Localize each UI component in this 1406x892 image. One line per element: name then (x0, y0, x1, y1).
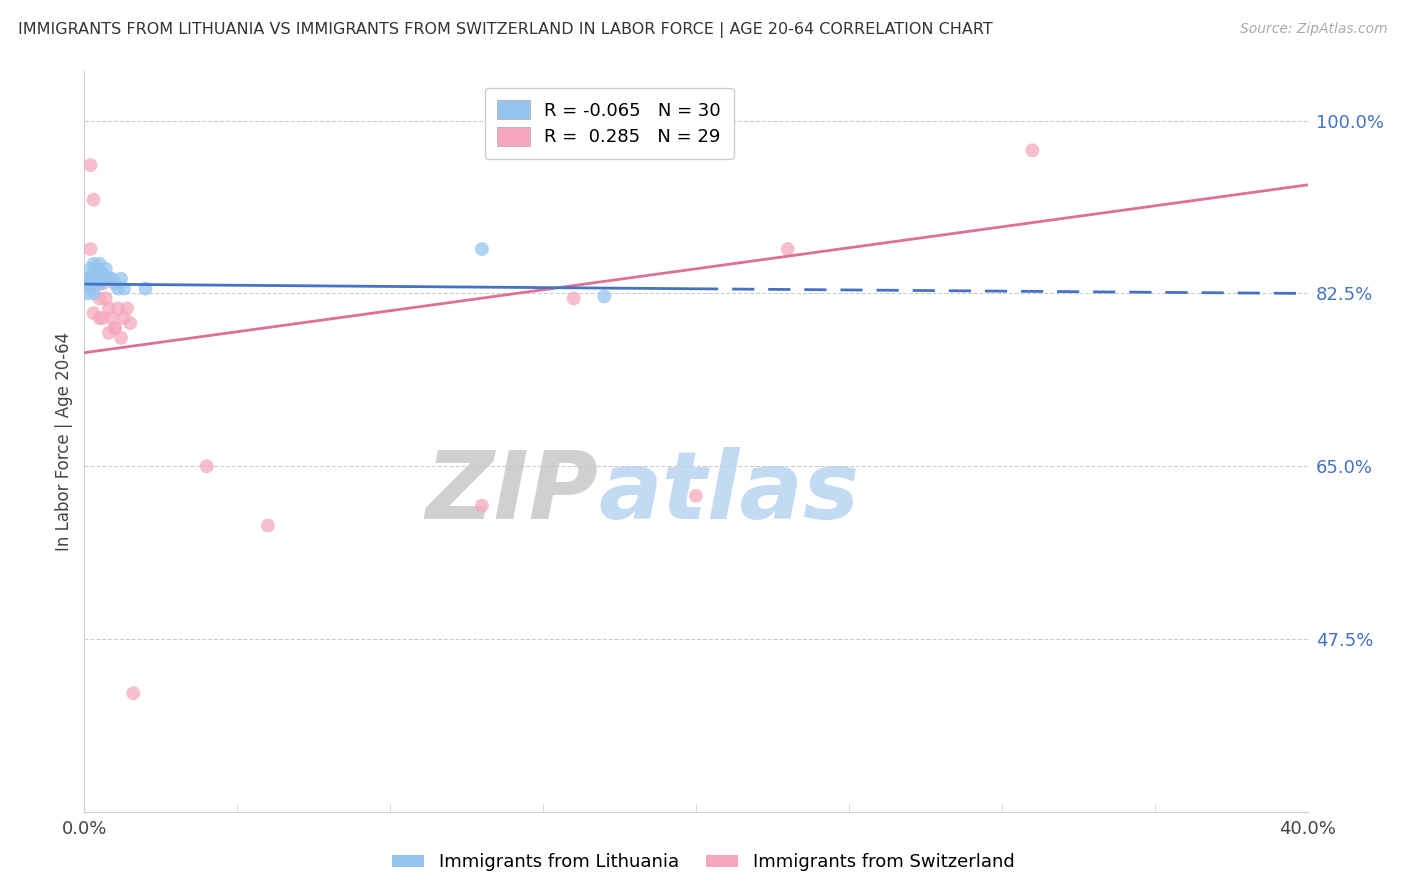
Point (107, 301, 129, 316)
Point (79, 242, 101, 256)
Point (79, 158, 101, 172)
Point (76, 286, 98, 301)
Point (79, 281, 101, 295)
Point (83, 286, 105, 301)
Point (79, 277, 101, 291)
Point (1021, 144, 1043, 158)
Point (83, 193, 105, 207)
Point (110, 331, 132, 345)
Point (86, 271, 108, 285)
Point (79, 261, 101, 276)
Point (94, 261, 117, 276)
Point (76, 277, 98, 291)
Point (91, 267, 114, 281)
Point (91, 311, 114, 326)
Point (83, 267, 105, 281)
Point (685, 489, 707, 503)
Legend: Immigrants from Lithuania, Immigrants from Switzerland: Immigrants from Lithuania, Immigrants fr… (384, 847, 1022, 879)
Point (110, 271, 132, 285)
Point (94, 292, 117, 306)
Point (135, 281, 157, 295)
Text: ZIP: ZIP (425, 448, 598, 540)
Point (89, 292, 111, 306)
Point (101, 311, 124, 326)
Point (112, 281, 135, 295)
Point (104, 321, 127, 335)
Point (89, 277, 111, 291)
Point (79, 271, 101, 285)
Text: atlas: atlas (598, 448, 859, 540)
Point (91, 271, 114, 285)
Text: IMMIGRANTS FROM LITHUANIA VS IMMIGRANTS FROM SWITZERLAND IN LABOR FORCE | AGE 20: IMMIGRANTS FROM LITHUANIA VS IMMIGRANTS … (18, 22, 993, 38)
Point (89, 264, 111, 278)
Y-axis label: In Labor Force | Age 20-64: In Labor Force | Age 20-64 (55, 332, 73, 551)
Point (89, 311, 111, 326)
Point (83, 271, 105, 285)
Point (112, 311, 135, 326)
Point (104, 277, 127, 291)
Text: Source: ZipAtlas.com: Source: ZipAtlas.com (1240, 22, 1388, 37)
Point (195, 459, 218, 474)
Point (97, 271, 120, 285)
Point (89, 257, 111, 271)
Point (776, 242, 799, 256)
Point (91, 277, 114, 291)
Point (76, 271, 98, 285)
Point (83, 257, 105, 271)
Point (86, 277, 108, 291)
Point (122, 686, 145, 700)
Point (115, 301, 138, 316)
Point (471, 499, 494, 513)
Point (76, 271, 98, 285)
Point (257, 518, 280, 533)
Point (94, 271, 117, 285)
Point (83, 306, 105, 320)
Point (471, 242, 494, 256)
Legend: R = -0.065   N = 30, R =  0.285   N = 29: R = -0.065 N = 30, R = 0.285 N = 29 (485, 87, 734, 159)
Point (120, 316, 142, 330)
Point (107, 281, 129, 295)
Point (101, 271, 124, 285)
Point (97, 301, 120, 316)
Point (593, 289, 616, 303)
Point (104, 321, 127, 335)
Point (562, 292, 585, 306)
Point (86, 277, 108, 291)
Point (97, 326, 120, 340)
Point (86, 261, 108, 276)
